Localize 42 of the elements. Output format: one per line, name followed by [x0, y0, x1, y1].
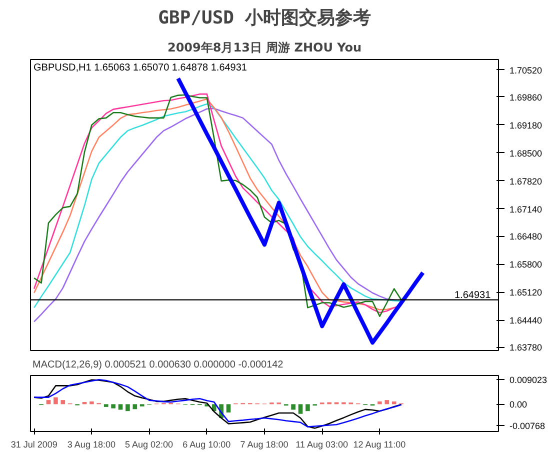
- bar: [384, 400, 390, 404]
- bar: [118, 404, 123, 410]
- y-tick-label: 0.009023: [510, 374, 548, 385]
- bar: [298, 404, 303, 414]
- bar: [54, 397, 58, 404]
- y-tick-label: -0.00768: [510, 420, 546, 431]
- y-tick-label: 1.70520: [510, 65, 542, 76]
- y-tick-label: 1.69180: [510, 120, 542, 130]
- y-tick-label: 1.68500: [510, 148, 542, 158]
- bar: [306, 404, 310, 412]
- bar: [126, 404, 130, 412]
- chart-subtitle: 2009年8月13日 周游 ZHOU You: [167, 40, 362, 54]
- x-tick-label: 7 Aug 18:00: [240, 440, 288, 450]
- bar: [90, 401, 94, 404]
- x-tick-label: 31 Jul 2009: [10, 440, 58, 450]
- y-tick-label: 1.64440: [510, 316, 542, 326]
- y-tick-label: 1.65120: [510, 288, 542, 298]
- chart-title: GBP/USD 小时图交易参考: [158, 8, 371, 28]
- line-series: [176, 76, 425, 345]
- bar: [132, 404, 138, 410]
- y-tick-label: 1.67140: [510, 204, 542, 214]
- bar: [392, 401, 396, 404]
- bar: [104, 404, 108, 407]
- y-tick-label: 1.63780: [510, 342, 542, 353]
- bar: [60, 400, 66, 404]
- y-tick-label: 1.66480: [510, 232, 542, 242]
- bar: [291, 404, 296, 410]
- x-tick-label: 6 Aug 10:00: [182, 440, 231, 450]
- x-tick-label: 12 Aug 11:00: [353, 440, 406, 450]
- y-tick-label: 1.69860: [510, 92, 542, 102]
- ref-line-label: 1.64931: [454, 290, 492, 301]
- x-tick-label: 5 Aug 02:00: [125, 440, 174, 450]
- bar: [378, 401, 382, 404]
- x-tick-label: 11 Aug 03:00: [296, 440, 348, 450]
- y-tick-label: 0.00: [510, 400, 528, 410]
- bar: [111, 404, 116, 408]
- bar: [226, 404, 231, 412]
- annotation: GBPUSD,H1 1.65063 1.65070 1.64878 1.64931: [34, 62, 248, 74]
- text: MACD(12,26,9) 0.000521 0.000630 0.000000 -0.000142: [32, 360, 284, 370]
- x-tick-label: 3 Aug 18:00: [67, 440, 116, 450]
- y-tick-label: 1.67820: [510, 176, 542, 186]
- y-tick-label: 1.65800: [510, 260, 542, 270]
